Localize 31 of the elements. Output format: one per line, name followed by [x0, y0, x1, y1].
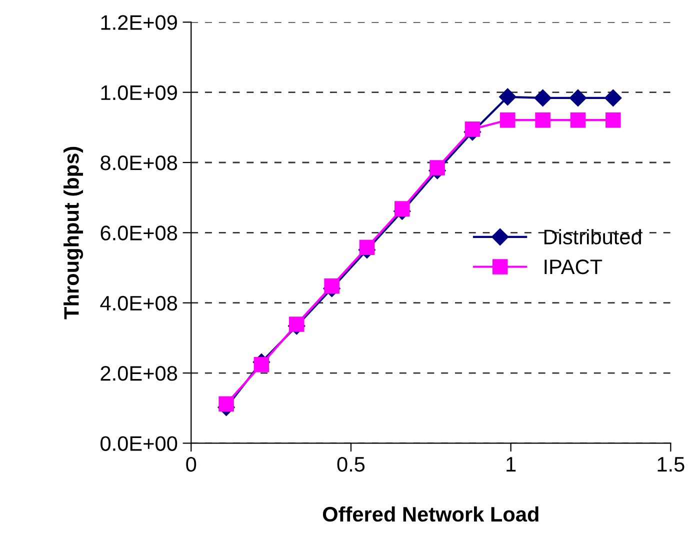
x-axis-title: Offered Network Load [322, 506, 538, 522]
x-tick-label: 0 [186, 456, 196, 472]
point [464, 122, 480, 137]
point [535, 112, 550, 128]
point [604, 89, 622, 106]
y-tick-label: 2.0E+08 [100, 366, 178, 381]
y-tick-label: 4.0E+08 [100, 296, 178, 311]
point [570, 112, 586, 128]
legend-label: Distributed [544, 229, 641, 244]
point [500, 112, 516, 128]
x-tick-label: 1 [506, 457, 516, 472]
x-tick-label: 1.5 [658, 457, 684, 472]
point [394, 201, 410, 216]
y-tick-label: 1.2E+09 [101, 15, 177, 30]
y-tick-label: 8.0E+08 [100, 156, 178, 170]
point [534, 89, 552, 106]
point [288, 316, 304, 332]
y-tick-label: 0.0E+00 [100, 436, 178, 451]
point [324, 278, 340, 294]
y-tick-label: 6.0E+08 [100, 226, 178, 240]
point [499, 88, 516, 106]
x-tick-label: 0.5 [337, 456, 365, 472]
y-tick-label: 1.0E+09 [101, 85, 177, 100]
point [569, 89, 587, 106]
point [218, 396, 234, 412]
point [605, 112, 621, 128]
point [254, 356, 270, 372]
point [359, 240, 375, 256]
y-axis-title: Throughput (bps) [64, 146, 84, 320]
point [430, 160, 445, 176]
legend-label: IPACT [544, 259, 602, 274]
